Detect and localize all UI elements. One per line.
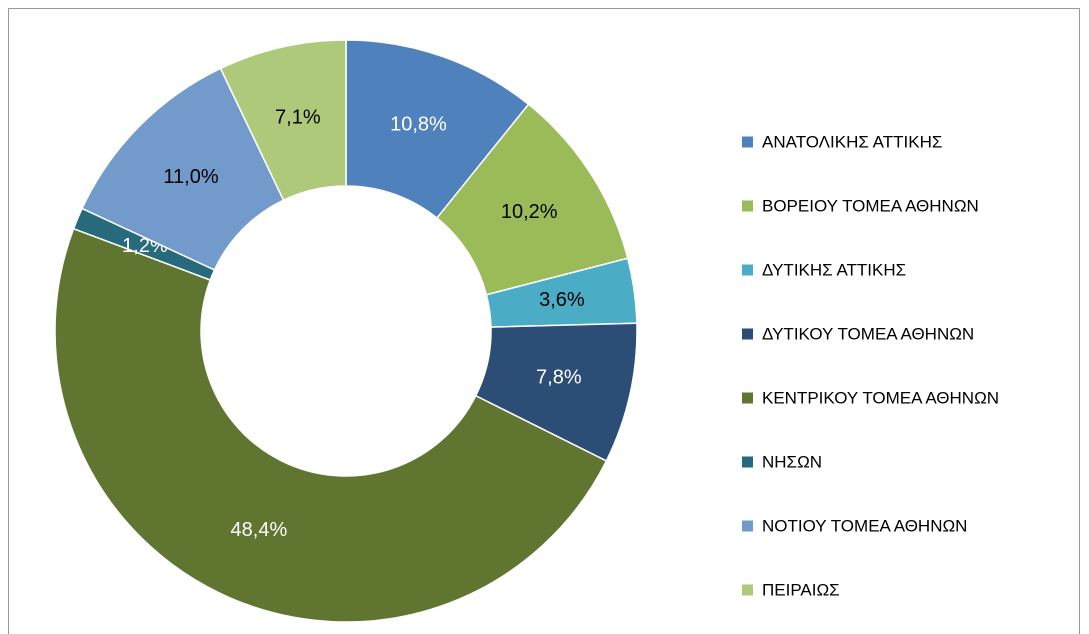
legend-swatch xyxy=(742,520,753,532)
legend-swatch xyxy=(742,584,753,596)
data-label: 7,8% xyxy=(536,366,582,388)
slice xyxy=(81,67,285,271)
data-label: 10,8% xyxy=(390,114,447,136)
legend-label: ΚΕΝΤΡΙΚΟΥ ΤΟΜΕΑ ΑΘΗΝΩΝ xyxy=(762,388,999,407)
legend-swatch xyxy=(742,456,753,468)
slice xyxy=(219,39,347,202)
legend-label: ΝΗΣΩΝ xyxy=(762,452,822,471)
legend-label: ΝΟΤΙΟΥ ΤΟΜΕΑ ΑΘΗΝΩΝ xyxy=(762,516,967,535)
legend-label: ΔΥΤΙΚΗΣ ΑΤΤΙΚΗΣ xyxy=(762,260,906,279)
legend-swatch xyxy=(742,328,753,340)
legend-swatch xyxy=(742,264,753,276)
legend-swatch xyxy=(742,200,753,212)
legend-label: ΠΕΙΡΑΙΩΣ xyxy=(762,580,840,599)
legend-swatch xyxy=(742,392,753,404)
data-label: 11,0% xyxy=(163,166,218,188)
legend-label: ΒΟΡΕΙΟΥ ΤΟΜΕΑ ΑΘΗΝΩΝ xyxy=(762,196,979,215)
legend-swatch xyxy=(742,136,753,148)
slice xyxy=(54,227,608,623)
data-label: 3,6% xyxy=(539,289,585,311)
data-label: 10,2% xyxy=(501,201,558,223)
legend-label: ΑΝΑΤΟΛΙΚΗΣ ΑΤΤΙΚΗΣ xyxy=(762,132,942,151)
data-label: 48,4% xyxy=(231,519,288,541)
legend-label: ΔΥΤΙΚΟΥ ΤΟΜΕΑ ΑΘΗΝΩΝ xyxy=(762,324,974,343)
data-label: 7,1% xyxy=(275,107,321,129)
